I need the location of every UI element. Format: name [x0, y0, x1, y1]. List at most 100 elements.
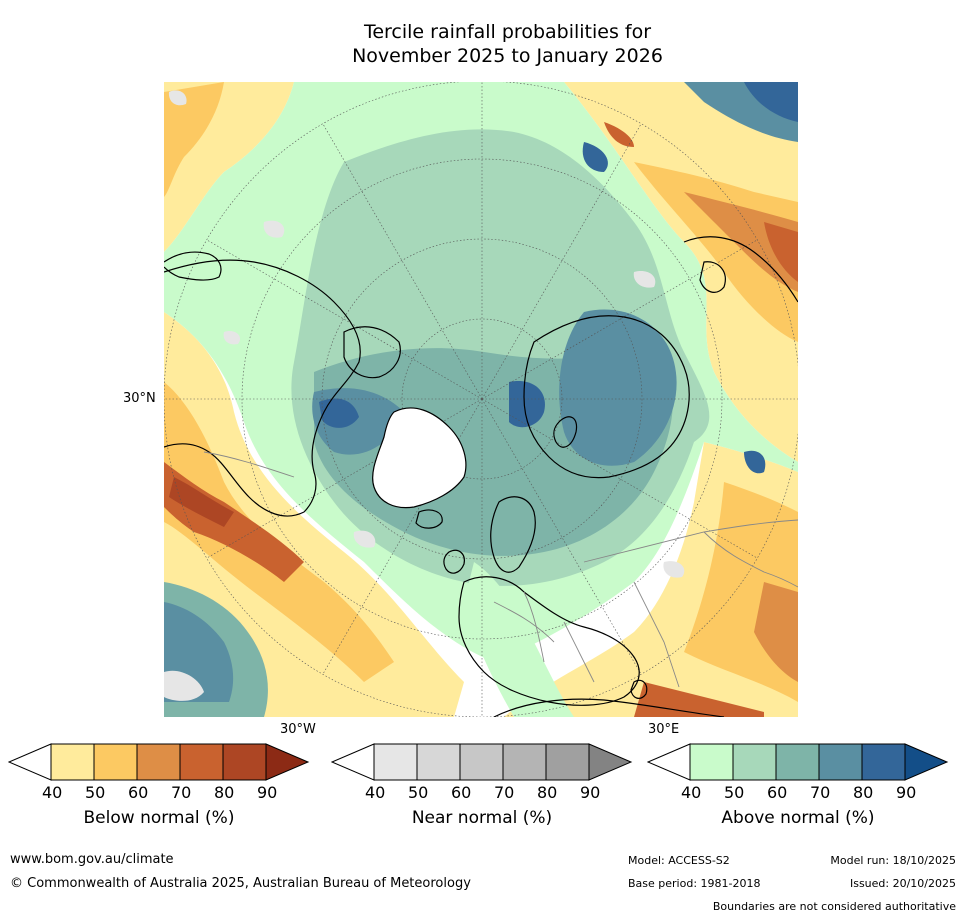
- latitude-circle-45: [241, 158, 723, 640]
- below-region-north-small: [604, 122, 634, 147]
- near-region-nw-2: [263, 220, 285, 238]
- border-russia-south: [583, 519, 798, 563]
- title-line-2: November 2025 to January 2026: [352, 45, 663, 67]
- border-europe-2: [523, 591, 545, 663]
- colorbar-near-title: Near normal (%): [411, 808, 553, 828]
- above-region-europe: [464, 562, 574, 717]
- below-region-northeast-dark: [684, 192, 798, 292]
- below-region-northeast-mid: [634, 162, 798, 342]
- colorbar-near-tick-90: 90: [580, 783, 601, 802]
- colorbar-below-swatch-40-50: [50, 743, 95, 781]
- colorbar-above-tick-50: 50: [724, 783, 745, 802]
- lon-label-30w: 30°W: [280, 722, 316, 737]
- above-region-siberia-core: [509, 381, 545, 428]
- colorbar-below-tick-80: 80: [214, 783, 235, 802]
- coastline-british-isles: [443, 549, 465, 574]
- above-region-siberia: [559, 309, 677, 466]
- border-europe-3: [563, 621, 595, 683]
- below-region-west-darkest: [169, 477, 234, 527]
- polar-rainfall-map: [164, 82, 798, 717]
- colorbar-above-extend-high: [904, 743, 949, 781]
- coastline-novaya-zemlya: [553, 416, 578, 448]
- footer-model: Model: ACCESS-S2: [628, 854, 730, 867]
- near-region-nw-3: [223, 331, 241, 345]
- colorbar-near: [330, 743, 633, 781]
- above-region-mongolia-spot: [744, 450, 766, 474]
- colorbar-above-tick-70: 70: [810, 783, 831, 802]
- coastline-alaska: [164, 251, 222, 281]
- above-region-top-center: [582, 142, 608, 172]
- meridian-150w: [322, 123, 483, 400]
- coastline-scandinavia: [490, 496, 536, 573]
- colorbar-below-svg: [7, 743, 310, 781]
- colorbar-near-tick-50: 50: [408, 783, 429, 802]
- lon-label-30e: 30°E: [648, 722, 680, 737]
- near-normal-regions: [164, 90, 685, 701]
- footer-model-run: Model run: 18/10/2025: [830, 854, 956, 867]
- lat-label-30n: 30°N: [123, 391, 156, 406]
- colorbar-below-swatch-70-80: [179, 743, 224, 781]
- colorbar-above-swatch-60-70: [775, 743, 820, 781]
- coastline-iceland: [415, 509, 443, 529]
- footer-base-period: Base period: 1981-2018: [628, 877, 761, 890]
- colorbar-below-tick-60: 60: [128, 783, 149, 802]
- colorbar-below-swatch-60-70: [136, 743, 181, 781]
- below-normal-regions: [164, 82, 798, 717]
- colorbar-above-svg: [646, 743, 949, 781]
- below-region-northeast-darkest: [764, 222, 798, 282]
- below-region-west: [164, 312, 464, 717]
- border-central-asia: [633, 581, 680, 688]
- colorbar-near-swatch-50-60: [416, 743, 461, 781]
- colorbar-above: [646, 743, 949, 781]
- above-region-inner-dark: [319, 398, 359, 428]
- coastlines: [164, 236, 798, 717]
- colorbar-near-swatch-60-70: [459, 743, 504, 781]
- map-title: Tercile rainfall probabilities for Novem…: [0, 20, 965, 68]
- meridian-60e: [481, 398, 758, 559]
- coastline-north-america: [164, 259, 361, 517]
- colorbar-below-swatch-50-60: [93, 743, 138, 781]
- coastline-east-asia: [683, 236, 798, 303]
- border-europe-1: [493, 601, 555, 643]
- footer-issued: Issued: 20/10/2025: [849, 877, 956, 890]
- colorbar-above-swatch-50-60: [732, 743, 777, 781]
- footer-website-link[interactable]: www.bom.gov.au/climate: [10, 852, 174, 867]
- latitude-circle-60: [321, 238, 643, 560]
- meridian-120w: [206, 239, 483, 400]
- colorbar-near-extend-high: [588, 743, 633, 781]
- colorbar-below-tick-70: 70: [171, 783, 192, 802]
- meridian-150e: [481, 123, 642, 400]
- colorbar-near-tick-60: 60: [451, 783, 472, 802]
- coastline-canadian-islands: [343, 326, 401, 379]
- footer-copyright: © Commonwealth of Australia 2025, Austra…: [10, 876, 471, 891]
- colorbar-below-tick-40: 40: [42, 783, 63, 802]
- colorbar-below-extend-high: [265, 743, 310, 781]
- latitude-circle-75: [401, 318, 563, 480]
- colorbar-below-swatch-80-90: [222, 743, 267, 781]
- colorbar-above-swatch-80-90: [861, 743, 906, 781]
- colorbar-near-tick-80: 80: [537, 783, 558, 802]
- colorbar-below-tick-50: 50: [85, 783, 106, 802]
- colorbar-near-tick-70: 70: [494, 783, 515, 802]
- coastline-siberia: [523, 315, 690, 479]
- colorbar-above-extend-low: [646, 743, 691, 781]
- coastline-north-africa: [493, 698, 725, 717]
- colorbar-above-swatch-40-50: [689, 743, 734, 781]
- below-region-northwest-core: [164, 82, 224, 197]
- colorbar-above-tick-90: 90: [896, 783, 917, 802]
- near-region-e-2: [663, 561, 685, 578]
- footer-disclaimer: Boundaries are not considered authoritat…: [712, 900, 956, 913]
- near-region-nw-1: [168, 90, 187, 106]
- meridian-30e: [481, 398, 642, 675]
- coastline-europe: [458, 576, 640, 706]
- colorbar-below-tick-90: 90: [257, 783, 278, 802]
- colorbar-near-swatch-40-50: [373, 743, 418, 781]
- map-canvas: [164, 82, 798, 717]
- title-line-1: Tercile rainfall probabilities for: [363, 21, 652, 43]
- colorbar-above-swatch-70-80: [818, 743, 863, 781]
- colorbar-below: [7, 743, 310, 781]
- meridian-120e: [481, 239, 758, 400]
- colorbar-near-tick-40: 40: [365, 783, 386, 802]
- near-region-e-1: [633, 271, 656, 288]
- colorbar-below-extend-low: [7, 743, 52, 781]
